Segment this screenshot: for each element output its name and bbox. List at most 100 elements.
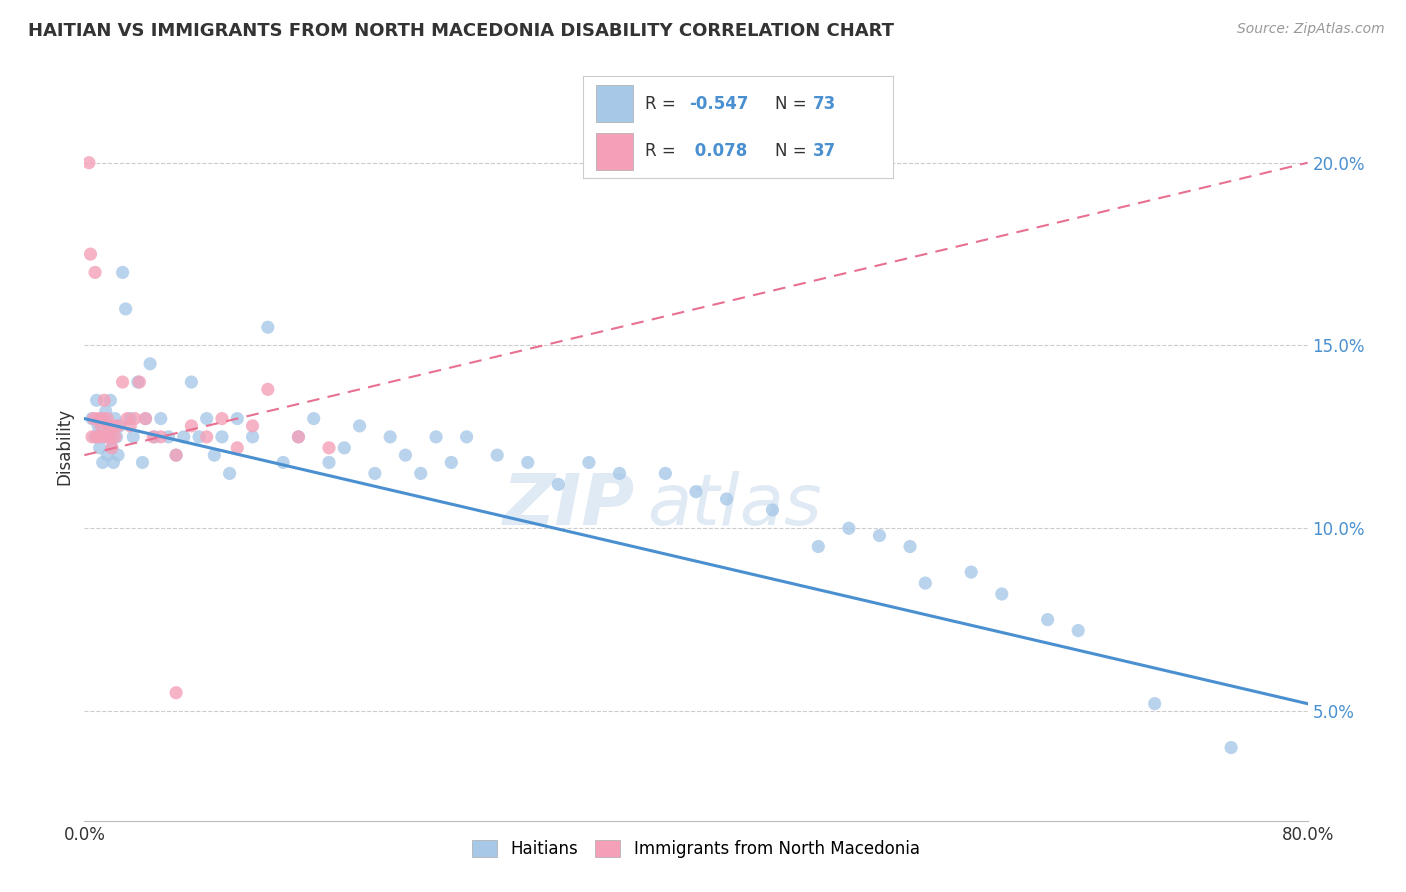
Text: HAITIAN VS IMMIGRANTS FROM NORTH MACEDONIA DISABILITY CORRELATION CHART: HAITIAN VS IMMIGRANTS FROM NORTH MACEDON… bbox=[28, 22, 894, 40]
Point bbox=[105, 430, 128, 444]
Point bbox=[122, 430, 145, 444]
Point bbox=[165, 686, 187, 700]
Point bbox=[149, 430, 172, 444]
Point bbox=[77, 155, 100, 169]
Point bbox=[120, 418, 142, 433]
Point bbox=[257, 320, 280, 334]
Point bbox=[173, 430, 195, 444]
Point bbox=[516, 455, 538, 469]
Point bbox=[98, 393, 121, 408]
Point bbox=[211, 411, 233, 425]
Point bbox=[807, 540, 830, 554]
Point bbox=[333, 441, 356, 455]
Point bbox=[1036, 613, 1059, 627]
Point bbox=[107, 418, 129, 433]
Point bbox=[226, 441, 249, 455]
Point bbox=[135, 411, 157, 425]
Point bbox=[135, 411, 157, 425]
Point bbox=[180, 418, 202, 433]
Point bbox=[89, 441, 111, 455]
Point bbox=[120, 411, 142, 425]
Point bbox=[1143, 697, 1166, 711]
Point bbox=[991, 587, 1014, 601]
Point bbox=[87, 418, 110, 433]
Point bbox=[114, 301, 136, 316]
Point bbox=[98, 430, 121, 444]
Text: N =: N = bbox=[775, 95, 813, 112]
Point bbox=[157, 430, 180, 444]
Text: -0.547: -0.547 bbox=[689, 95, 748, 112]
Point bbox=[84, 265, 107, 279]
Point bbox=[111, 375, 134, 389]
Text: 37: 37 bbox=[813, 142, 835, 160]
FancyBboxPatch shape bbox=[596, 85, 633, 122]
Point bbox=[165, 448, 187, 462]
Point bbox=[94, 404, 117, 418]
Point bbox=[97, 418, 120, 433]
Point bbox=[115, 411, 138, 425]
Point bbox=[91, 411, 114, 425]
Point bbox=[94, 430, 117, 444]
Point bbox=[609, 467, 631, 481]
Point bbox=[287, 430, 309, 444]
Point bbox=[97, 418, 120, 433]
Point bbox=[79, 247, 101, 261]
Point bbox=[142, 430, 165, 444]
Point bbox=[869, 528, 891, 542]
Point bbox=[1067, 624, 1090, 638]
Point bbox=[86, 393, 108, 408]
Legend: Haitians, Immigrants from North Macedonia: Haitians, Immigrants from North Macedoni… bbox=[465, 833, 927, 864]
Point bbox=[195, 430, 218, 444]
Point bbox=[149, 411, 172, 425]
Point bbox=[380, 430, 402, 444]
Point bbox=[960, 565, 983, 579]
Point bbox=[127, 375, 149, 389]
Point bbox=[124, 411, 146, 425]
Point bbox=[547, 477, 569, 491]
Point bbox=[96, 411, 118, 425]
Point bbox=[188, 430, 211, 444]
Point bbox=[80, 430, 103, 444]
Point bbox=[211, 430, 233, 444]
Point bbox=[104, 411, 127, 425]
Point bbox=[101, 441, 124, 455]
Point bbox=[103, 418, 125, 433]
Point bbox=[838, 521, 860, 535]
Text: R =: R = bbox=[645, 142, 682, 160]
Point bbox=[93, 393, 115, 408]
Point bbox=[139, 357, 162, 371]
Point bbox=[128, 375, 150, 389]
Point bbox=[761, 503, 783, 517]
Point bbox=[86, 430, 108, 444]
Y-axis label: Disability: Disability bbox=[55, 408, 73, 484]
Point bbox=[165, 448, 187, 462]
Text: 73: 73 bbox=[813, 95, 835, 112]
Point bbox=[242, 430, 264, 444]
Point bbox=[302, 411, 325, 425]
Text: R =: R = bbox=[645, 95, 682, 112]
Text: atlas: atlas bbox=[647, 472, 821, 541]
Point bbox=[349, 418, 371, 433]
Point bbox=[654, 467, 676, 481]
Point bbox=[107, 448, 129, 462]
Point bbox=[394, 448, 416, 462]
Point bbox=[103, 455, 125, 469]
Point bbox=[1220, 740, 1243, 755]
Point bbox=[716, 491, 738, 506]
Point bbox=[257, 382, 280, 396]
Point bbox=[131, 455, 153, 469]
Point bbox=[80, 411, 103, 425]
Point bbox=[89, 430, 111, 444]
Point bbox=[90, 411, 112, 425]
Point bbox=[91, 455, 114, 469]
Point bbox=[96, 448, 118, 462]
Point bbox=[143, 430, 166, 444]
Point bbox=[84, 430, 107, 444]
Point bbox=[271, 455, 294, 469]
Point bbox=[578, 455, 600, 469]
Text: ZIP: ZIP bbox=[502, 472, 636, 541]
Point bbox=[287, 430, 309, 444]
Point bbox=[104, 430, 127, 444]
Text: N =: N = bbox=[775, 142, 813, 160]
Point bbox=[456, 430, 478, 444]
